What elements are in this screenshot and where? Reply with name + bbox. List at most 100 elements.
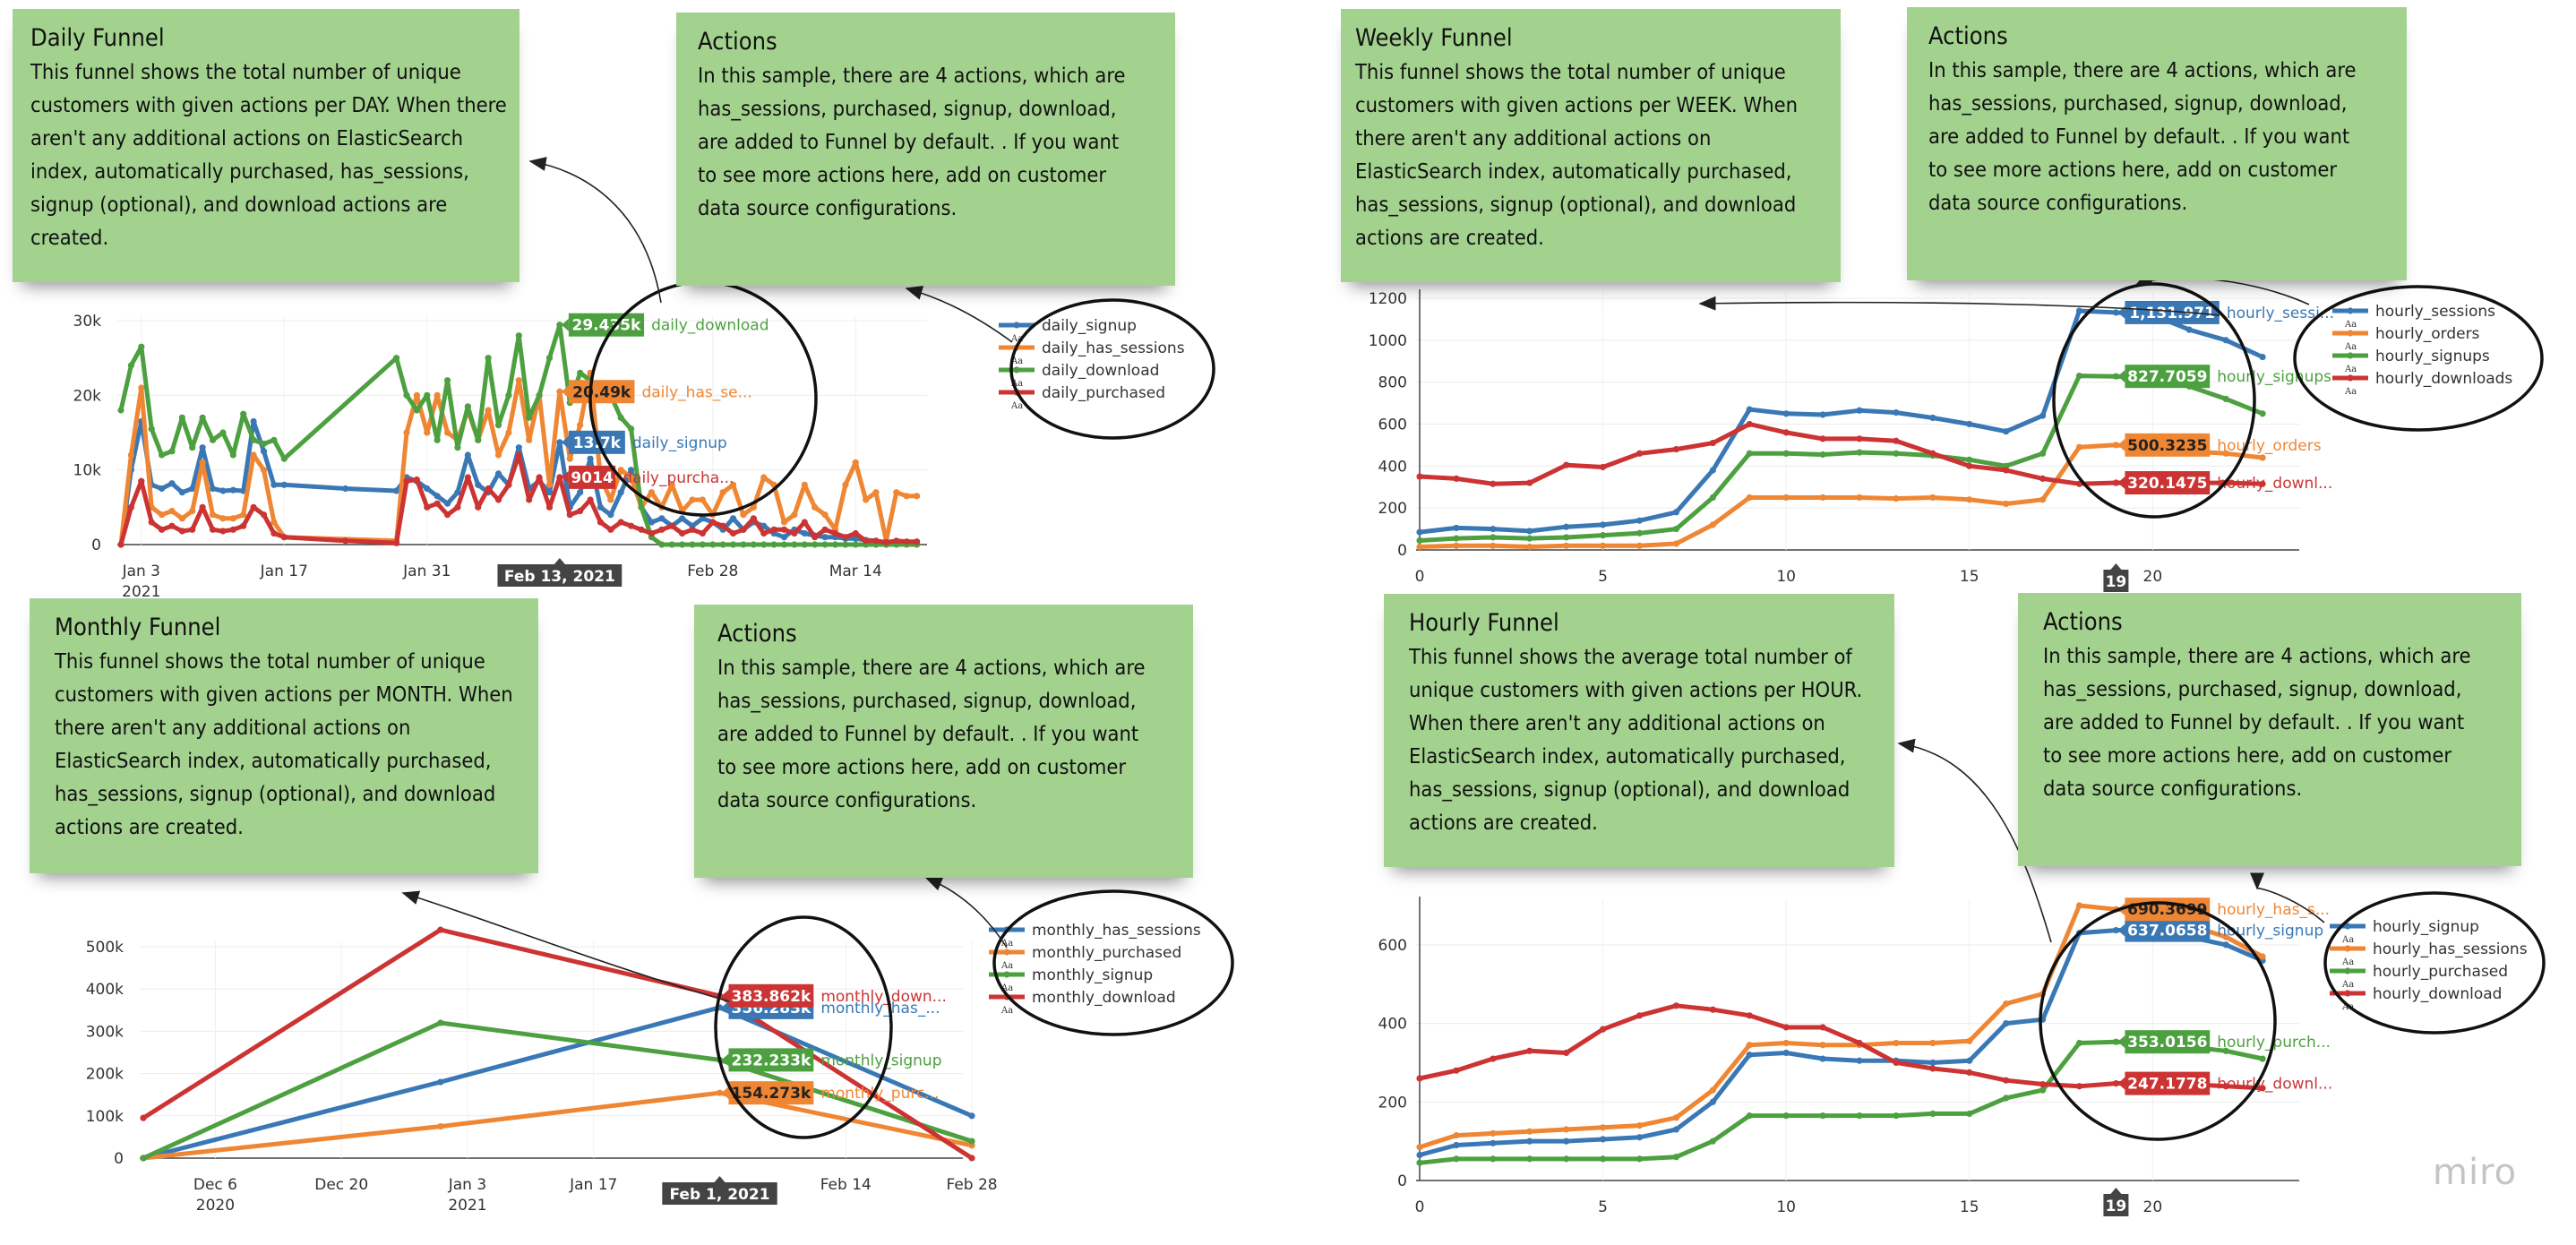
data-point <box>1490 480 1497 487</box>
note-title: Actions <box>2043 608 2123 636</box>
data-point <box>1563 1155 1570 1163</box>
data-point <box>515 444 522 451</box>
hover-value-box <box>568 380 635 404</box>
data-point <box>1563 1049 1570 1057</box>
data-point <box>780 534 788 541</box>
data-point <box>209 526 217 533</box>
data-point <box>668 481 675 488</box>
data-point <box>1672 1002 1680 1009</box>
hover-value-text: 500.3235 <box>2127 437 2207 455</box>
note-line: This funnel shows the average total numb… <box>1409 644 1852 669</box>
data-point <box>770 541 777 548</box>
legend-marker <box>1003 971 1010 978</box>
data-point <box>1966 420 1973 428</box>
legend-sub: Aa <box>2344 387 2357 397</box>
data-point <box>209 436 217 443</box>
note-monthly-funnel[interactable]: Monthly Funnel This funnel shows the tot… <box>30 598 538 873</box>
data-point <box>617 519 624 526</box>
note-hourly-actions[interactable]: Actions In this sample, there are 4 acti… <box>2018 593 2521 866</box>
note-weekly-actions[interactable]: Actions In this sample, there are 4 acti… <box>1907 7 2407 280</box>
data-point <box>280 481 288 488</box>
data-point <box>148 519 155 526</box>
data-point <box>709 541 717 548</box>
hover-value-pointer <box>721 989 729 1002</box>
x-tick-label: 5 <box>1598 568 1608 586</box>
data-point <box>2039 1086 2047 1094</box>
legend: monthly_has_sessions Aa monthly_purchased A… <box>989 922 1201 1016</box>
series-line-monthly_signup <box>141 1020 975 1161</box>
note-daily-funnel[interactable]: Daily Funnel This funnel shows the total… <box>13 9 519 282</box>
data-point <box>1672 1114 1680 1121</box>
data-point <box>1453 1141 1460 1149</box>
data-point <box>750 515 757 522</box>
legend-circle <box>2323 891 2546 1035</box>
x-tick-label: 5 <box>1598 1198 1608 1216</box>
y-tick-label: 0 <box>1397 1172 1407 1190</box>
data-point <box>1856 1039 1863 1047</box>
data-point <box>1636 1134 1644 1141</box>
hover-value-label: 154.273k monthly_purc... <box>721 1081 940 1105</box>
note-monthly-actions[interactable]: Actions In this sample, there are 4 acti… <box>694 605 1193 878</box>
chart-daily: 0 10k 20k 30k Jan 3 2021 Jan 17 Jan 31 Feb 28 Mar… <box>73 280 1215 601</box>
note-line: has_sessions, signup (optional), and dow… <box>1355 192 1797 217</box>
data-point <box>1966 462 1973 469</box>
data-point <box>443 429 451 436</box>
legend-sub: Aa <box>1000 939 1013 949</box>
data-point <box>1563 523 1570 530</box>
x-tick-label: Feb 28 <box>687 562 738 580</box>
data-point <box>127 451 134 459</box>
x-tick-label: Jan 17 <box>569 1176 617 1194</box>
y-tick-label: 30k <box>73 313 102 331</box>
data-point <box>1856 407 1863 414</box>
legend-marker <box>2347 330 2354 337</box>
data-point <box>1416 1075 1423 1082</box>
data-point <box>260 467 268 474</box>
data-point <box>1636 1155 1644 1163</box>
data-point <box>2003 1095 2010 1102</box>
data-point <box>872 489 880 496</box>
data-point <box>270 529 278 537</box>
data-point <box>1490 525 1497 533</box>
data-point <box>2259 454 2266 461</box>
data-point <box>882 538 890 546</box>
x-tick-label: 10 <box>1776 1198 1796 1216</box>
chart-monthly: 0 100k 200k 300k 400k 500k Dec 6 2020 Dec 20 Jan … <box>86 889 1234 1215</box>
data-point <box>556 388 563 395</box>
data-point <box>658 515 665 522</box>
hover-value-label: 383.862k monthly_down... <box>721 983 947 1008</box>
legend: hourly_sessions Aa hourly_orders Aa hourly_s… <box>2332 303 2512 397</box>
note-hourly-funnel[interactable]: Hourly Funnel This funnel shows the aver… <box>1384 594 1894 867</box>
note-line: ElasticSearch index, automatically purch… <box>55 748 492 773</box>
hover-value-pointer <box>2117 1077 2125 1090</box>
legend-label: hourly_download <box>2373 985 2502 1003</box>
note-weekly-funnel[interactable]: Weekly Funnel This funnel shows the tota… <box>1341 9 1841 282</box>
data-point <box>437 926 444 933</box>
note-line: In this sample, there are 4 actions, whi… <box>717 655 1146 680</box>
data-point <box>1782 1039 1790 1047</box>
data-point <box>801 519 808 526</box>
data-point <box>2185 326 2193 333</box>
hover-series-name: daily_signup <box>632 434 727 452</box>
data-point <box>1782 429 1790 436</box>
hover-value-box <box>2125 300 2220 324</box>
data-point <box>597 503 605 511</box>
data-point <box>1636 517 1644 524</box>
data-point <box>424 503 431 511</box>
data-point <box>729 529 737 537</box>
data-point <box>1709 1006 1716 1013</box>
data-point <box>437 1078 444 1086</box>
data-point <box>556 439 563 446</box>
note-line: data source configurations. <box>717 787 977 812</box>
data-point <box>968 1155 975 1162</box>
note-line: unique customers with given actions per … <box>1409 677 1863 702</box>
y-tick-label: 0 <box>1397 542 1407 560</box>
data-point <box>811 534 819 541</box>
note-title: Actions <box>698 28 777 56</box>
legend-sub: Aa <box>1000 961 1013 971</box>
data-point <box>1672 525 1680 533</box>
note-daily-actions[interactable]: Actions In this sample, there are 4 acti… <box>676 13 1175 286</box>
data-point <box>2003 1077 2010 1084</box>
data-point <box>1453 475 1460 482</box>
data-point <box>1526 479 1533 486</box>
data-point <box>821 541 829 548</box>
